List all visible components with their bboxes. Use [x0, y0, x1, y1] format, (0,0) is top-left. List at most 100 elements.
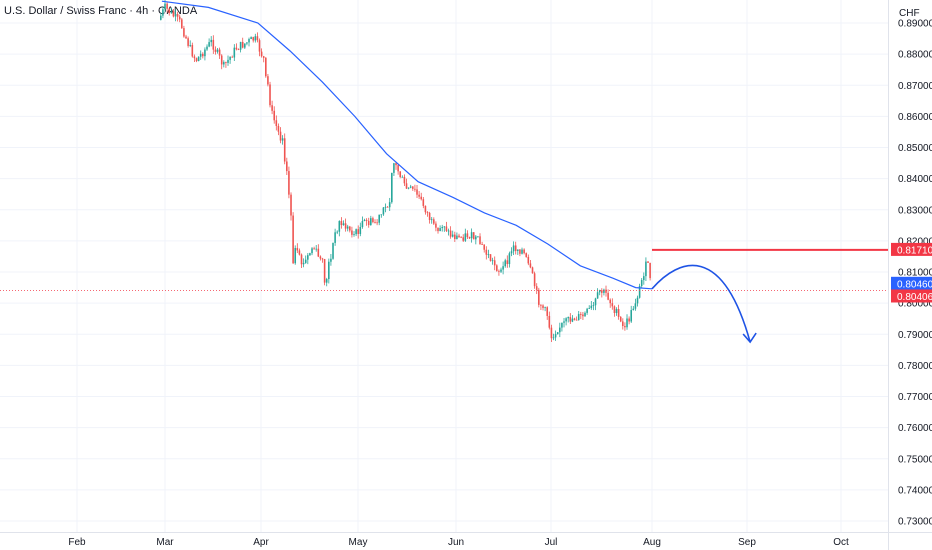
candle-body [458, 235, 460, 238]
price-tick-label: 0.79000 [898, 330, 932, 341]
candle-body [176, 13, 179, 17]
candle-body [185, 36, 187, 39]
candle-body [559, 327, 561, 333]
candle-body [460, 237, 462, 239]
candle-body [475, 236, 477, 240]
candle-body [489, 254, 492, 261]
price-badge-label: 0.80406 [897, 292, 932, 303]
candle-body [464, 233, 467, 241]
candle-body [435, 223, 437, 228]
candle-body [271, 105, 273, 111]
candle-body [454, 234, 456, 239]
price-badge-label: 0.81710 [897, 245, 932, 256]
candle-body [338, 221, 341, 232]
candle-body [170, 11, 173, 14]
candle-body [607, 292, 609, 300]
candle-body [517, 249, 519, 252]
candle-body [468, 237, 471, 239]
candle-body [241, 41, 244, 48]
candle-body [367, 220, 370, 226]
candle-body [443, 226, 446, 228]
price-tick-label: 0.75000 [898, 454, 932, 465]
price-badge [891, 276, 932, 290]
candle-body [412, 186, 414, 189]
candle-body [584, 312, 586, 317]
time-tick-label: Mar [156, 537, 174, 548]
candle-body [638, 285, 641, 298]
candle-body [275, 120, 278, 126]
candle-body [269, 84, 271, 106]
candle-body [204, 49, 206, 57]
price-tick-label: 0.88000 [898, 50, 932, 61]
forecast-arrow-head [742, 332, 757, 344]
candle-body [643, 276, 645, 281]
candle-body [605, 289, 607, 293]
candle-body [250, 37, 252, 40]
time-tick-label: Sep [738, 537, 756, 548]
price-tick-label: 0.73000 [898, 517, 932, 528]
candle-body [596, 292, 599, 299]
candle-body [575, 319, 578, 321]
price-badge-label: 0.80460 [897, 279, 932, 290]
candle-body [361, 220, 364, 227]
candle-body [554, 334, 557, 338]
candle-body [588, 308, 591, 309]
candle-body [372, 218, 374, 223]
candle-body [216, 49, 219, 52]
candle-body [193, 56, 196, 59]
candle-body [397, 165, 399, 172]
moving-average [161, 0, 653, 290]
candle-body [470, 232, 473, 239]
candle-body [330, 258, 332, 262]
candle-body [363, 219, 366, 221]
drawings[interactable] [0, 248, 888, 344]
price-tick-label: 0.77000 [898, 392, 932, 403]
candle-body [370, 218, 372, 226]
candle-body [426, 212, 429, 214]
candle-body [628, 318, 630, 322]
candle-body [477, 236, 479, 238]
candle-body [622, 321, 624, 327]
candle-body [321, 258, 324, 260]
candle-body [399, 171, 402, 178]
candle-body [502, 266, 504, 270]
candle-body [540, 304, 542, 306]
candle-body [302, 262, 305, 265]
candle-body [519, 249, 521, 254]
candle-body [174, 13, 177, 17]
candle-body [315, 248, 318, 250]
candle-body [636, 297, 639, 304]
candle-body [273, 110, 276, 121]
candle-body [359, 226, 362, 234]
candle-body [227, 59, 229, 63]
candle-body [239, 41, 242, 50]
candle-body [504, 260, 507, 267]
candle-body [384, 206, 387, 208]
candle-body [235, 47, 238, 50]
candle-body [378, 214, 381, 223]
candle-body [210, 39, 213, 43]
candle-body [433, 219, 435, 224]
candle-body [237, 49, 240, 51]
candle-body [514, 245, 517, 252]
candle-body [376, 222, 378, 224]
candle-body [645, 261, 647, 277]
price-tick-label: 0.82000 [898, 236, 932, 247]
candle-body [491, 260, 494, 262]
time-tick-label: May [349, 537, 368, 548]
candle-body [357, 229, 360, 234]
candle-body [294, 248, 297, 264]
candle-body [525, 253, 528, 257]
candle-body [178, 16, 181, 20]
candle-body [428, 212, 431, 220]
candle-body [496, 265, 498, 271]
candle-body [630, 310, 633, 322]
candle-body [258, 40, 261, 52]
candle-body [342, 223, 345, 226]
candle-body [286, 161, 288, 172]
candle-body [439, 228, 441, 232]
price-tick-label: 0.80000 [898, 299, 932, 310]
candle-body [325, 279, 328, 283]
